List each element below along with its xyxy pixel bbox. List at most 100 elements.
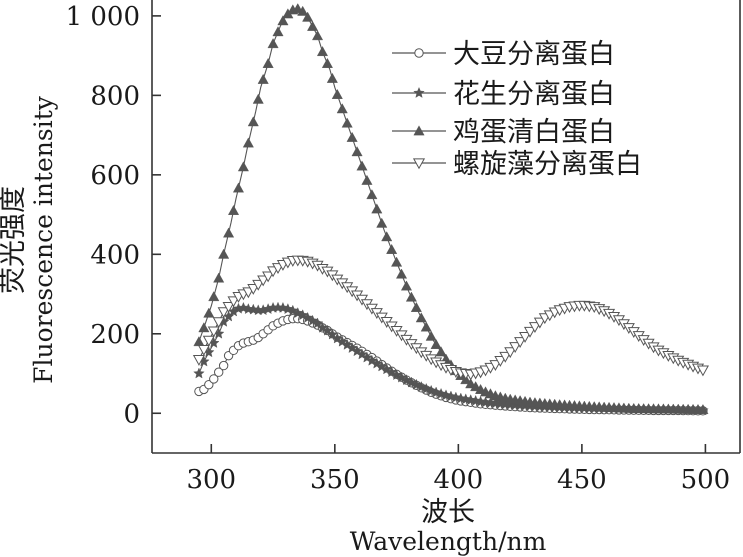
data-point-marker	[425, 330, 437, 341]
data-point-marker	[504, 347, 517, 359]
legend-label: 大豆分离蛋白	[453, 39, 615, 70]
data-point-marker	[326, 72, 338, 83]
data-point-marker	[499, 351, 512, 363]
x-tick-label: 500	[681, 465, 731, 495]
data-point-marker	[346, 131, 358, 142]
legend-marker	[412, 158, 426, 170]
y-tick-label: 800	[90, 81, 140, 111]
data-point-marker	[528, 322, 541, 334]
x-tick-label: 350	[310, 465, 360, 495]
data-point-marker	[247, 283, 260, 295]
data-point-marker	[405, 291, 417, 302]
series-triangle-down	[192, 255, 709, 381]
y-tick-label: 200	[90, 320, 140, 350]
legend-label: 花生分离蛋白	[453, 79, 615, 110]
x-tick-label: 400	[434, 465, 484, 495]
data-point-marker	[198, 322, 210, 333]
data-point-marker	[514, 337, 527, 348]
data-point-marker	[400, 280, 413, 291]
data-point-marker	[489, 360, 502, 372]
data-point-marker	[410, 301, 422, 312]
x-tick-label: 450	[557, 465, 607, 495]
data-point-marker	[218, 360, 229, 371]
data-point-marker	[311, 30, 324, 41]
data-point-marker	[494, 355, 507, 367]
y-ticks: 0 200 400 600 800 1 000	[66, 2, 161, 429]
y-axis-title: 荧光强度 Fluorescence intensity	[0, 95, 58, 384]
data-point-marker	[371, 203, 383, 214]
data-point-marker	[316, 46, 329, 57]
data-point-marker	[237, 161, 249, 172]
data-point-marker	[247, 116, 259, 127]
y-tick-label: 400	[90, 240, 140, 270]
data-point-marker	[262, 271, 275, 283]
data-point-marker	[386, 243, 398, 254]
data-point-marker	[222, 301, 235, 313]
data-point-marker	[321, 57, 333, 68]
data-point-marker	[203, 307, 215, 318]
data-point-marker	[257, 73, 269, 84]
legend-label: 鸡蛋清白蛋白	[453, 117, 615, 148]
legend-marker	[413, 125, 425, 136]
data-point-marker	[252, 279, 265, 291]
data-point-marker	[696, 365, 709, 377]
data-point-marker	[217, 307, 230, 319]
series-triangle-up	[193, 3, 709, 415]
data-point-marker	[197, 345, 210, 356]
legend-label: 螺旋藻分离蛋白	[453, 149, 642, 180]
data-point-marker	[208, 291, 220, 302]
legend-entry: 花生分离蛋白	[392, 79, 615, 110]
data-point-marker	[214, 367, 224, 377]
data-point-marker	[277, 15, 289, 26]
data-point-marker	[376, 217, 388, 228]
x-axis-title-en: Wavelength/nm	[350, 527, 547, 556]
y-tick-label: 1 000	[66, 2, 140, 32]
series-star	[193, 301, 709, 416]
legend-entry: 鸡蛋清白蛋白	[392, 117, 615, 148]
data-point-marker	[262, 57, 274, 68]
data-point-marker	[356, 160, 368, 171]
data-point-marker	[242, 137, 254, 148]
data-point-marker	[213, 272, 225, 283]
data-point-marker	[232, 182, 245, 193]
data-point-marker	[331, 88, 343, 99]
data-point-marker	[523, 326, 537, 338]
data-point-marker	[302, 11, 314, 22]
data-point-marker	[381, 231, 393, 242]
data-point-marker	[415, 312, 427, 323]
data-point-marker	[509, 342, 522, 354]
data-point-marker	[227, 204, 240, 215]
data-point-marker	[435, 346, 447, 357]
series-line	[198, 259, 706, 375]
x-axis-title-cn: 波长	[421, 497, 475, 528]
data-point-marker	[351, 146, 363, 157]
data-point-marker	[297, 5, 309, 16]
y-axis-title-cn: 荧光强度	[0, 186, 29, 294]
data-point-marker	[267, 38, 279, 49]
y-tick-label: 600	[90, 161, 140, 191]
data-point-marker	[533, 317, 546, 329]
legend-marker	[413, 86, 425, 98]
data-point-marker	[202, 335, 215, 347]
data-point-marker	[307, 20, 319, 31]
y-tick-label: 0	[123, 399, 140, 429]
series-layer	[192, 3, 709, 416]
data-point-marker	[361, 174, 373, 185]
data-point-marker	[227, 296, 240, 308]
data-point-marker	[395, 268, 408, 279]
data-point-marker	[218, 248, 230, 259]
data-point-marker	[341, 117, 353, 128]
data-point-marker	[193, 367, 205, 379]
x-axis-title: 波长 Wavelength/nm	[350, 497, 547, 556]
data-point-marker	[336, 103, 348, 114]
data-point-marker	[252, 93, 264, 104]
x-ticks: 300 350 400 450 500	[186, 444, 730, 495]
y-axis-title-en: Fluorescence intensity	[29, 95, 58, 384]
data-point-marker	[193, 336, 205, 347]
data-point-marker	[420, 321, 432, 332]
legend-entry: 大豆分离蛋白	[392, 39, 615, 70]
data-point-marker	[430, 338, 442, 349]
data-point-marker	[209, 374, 219, 384]
